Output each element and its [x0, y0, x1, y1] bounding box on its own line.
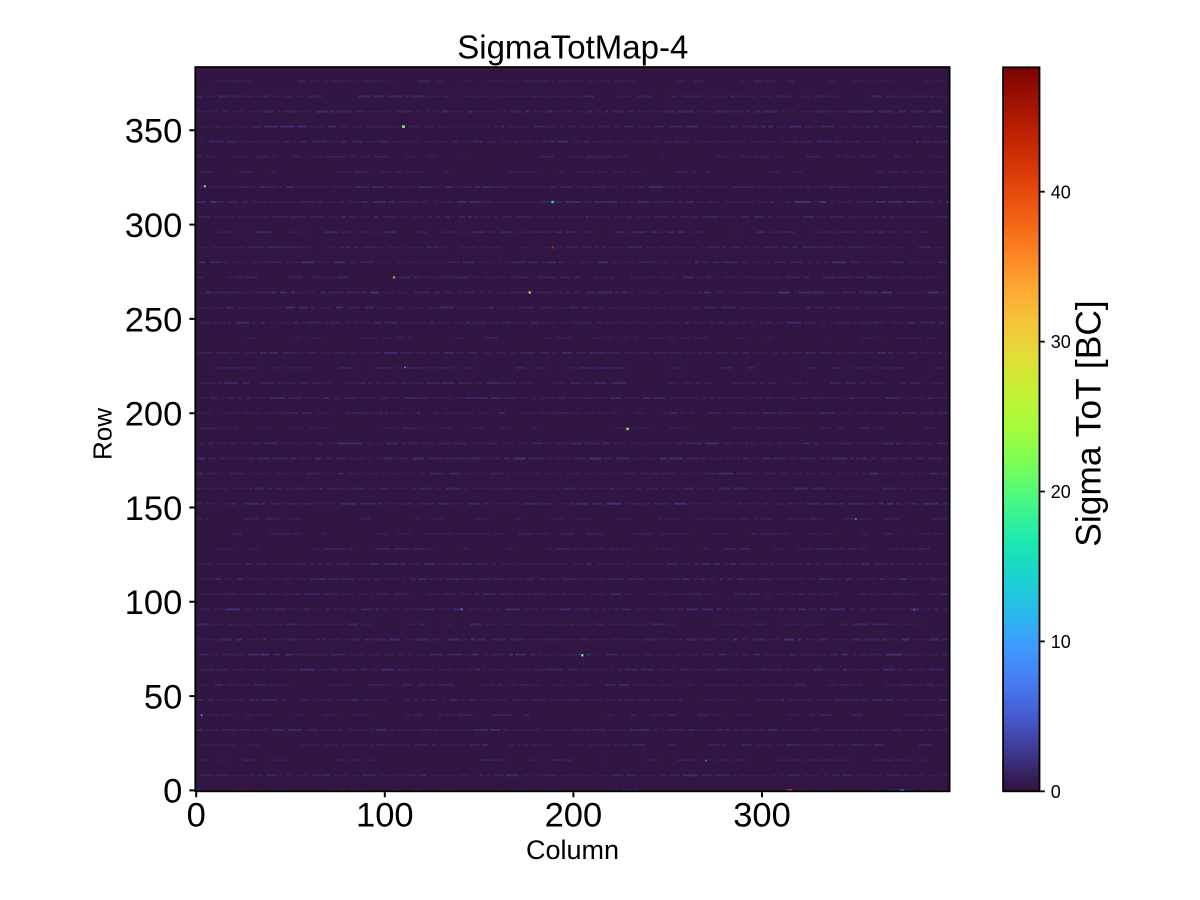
svg-text:200: 200 — [545, 797, 603, 835]
svg-text:300: 300 — [125, 207, 183, 245]
svg-text:100: 100 — [356, 797, 414, 835]
svg-text:200: 200 — [125, 396, 183, 434]
svg-text:40: 40 — [1051, 182, 1071, 202]
svg-text:0: 0 — [163, 773, 182, 811]
svg-text:150: 150 — [125, 490, 183, 528]
svg-text:0: 0 — [187, 797, 206, 835]
svg-text:Column: Column — [526, 835, 619, 865]
svg-text:20: 20 — [1051, 482, 1071, 502]
svg-text:0: 0 — [1051, 782, 1061, 802]
svg-text:Sigma ToT [BC]: Sigma ToT [BC] — [1068, 300, 1108, 547]
svg-text:300: 300 — [733, 797, 791, 835]
svg-text:250: 250 — [125, 301, 183, 339]
svg-text:30: 30 — [1051, 332, 1071, 352]
svg-text:SigmaTotMap-4: SigmaTotMap-4 — [457, 29, 688, 66]
svg-text:10: 10 — [1051, 632, 1071, 652]
svg-text:50: 50 — [144, 678, 182, 716]
svg-text:100: 100 — [125, 584, 183, 622]
svg-text:Row: Row — [88, 408, 118, 460]
svg-text:350: 350 — [125, 113, 183, 151]
